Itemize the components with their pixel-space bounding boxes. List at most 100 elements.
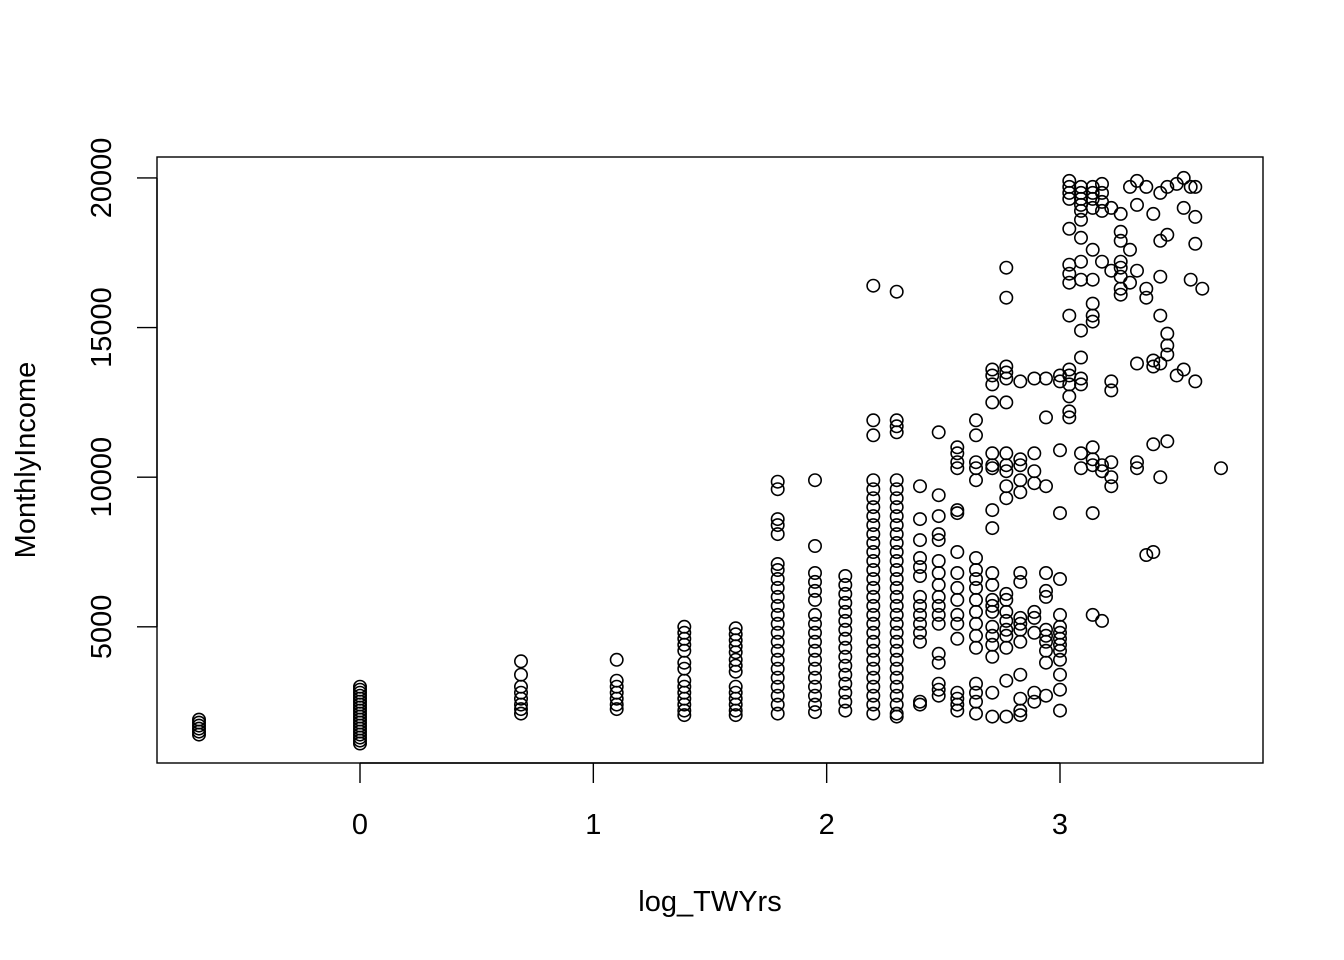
data-point xyxy=(770,571,785,586)
data-point xyxy=(1123,275,1138,290)
data-point xyxy=(838,595,853,610)
data-point xyxy=(931,598,946,613)
data-point xyxy=(999,673,1014,688)
y-axis-label: MonthlyIncome xyxy=(10,362,42,559)
data-point xyxy=(1130,455,1145,470)
data-point xyxy=(999,586,1014,601)
data-point xyxy=(838,577,853,592)
data-point xyxy=(770,706,785,721)
data-point xyxy=(770,482,785,497)
data-point xyxy=(912,589,927,604)
data-point xyxy=(968,640,983,655)
data-point xyxy=(1074,212,1089,227)
data-point xyxy=(950,544,965,559)
data-point xyxy=(950,592,965,607)
data-point xyxy=(1095,254,1110,269)
data-point xyxy=(866,509,881,524)
data-point xyxy=(728,658,743,673)
data-point xyxy=(999,395,1014,410)
data-point xyxy=(1053,667,1068,682)
x-axis-label: log_TWYrs xyxy=(638,886,781,918)
data-point xyxy=(1183,179,1198,194)
data-point xyxy=(889,482,904,497)
data-point xyxy=(1214,461,1229,476)
data-point xyxy=(889,535,904,550)
data-point xyxy=(352,736,367,751)
data-point xyxy=(866,688,881,703)
data-point xyxy=(1160,179,1175,194)
data-point xyxy=(999,371,1014,386)
data-point xyxy=(912,568,927,583)
data-point xyxy=(889,643,904,658)
data-point xyxy=(1062,410,1077,425)
data-point xyxy=(1062,389,1077,404)
data-point xyxy=(968,676,983,691)
y-tick-label: 20000 xyxy=(86,138,118,219)
data-point xyxy=(866,598,881,613)
data-point xyxy=(770,670,785,685)
data-point xyxy=(838,658,853,673)
data-point xyxy=(807,538,822,553)
data-point xyxy=(889,527,904,542)
data-point xyxy=(770,474,785,489)
data-point xyxy=(1013,703,1028,718)
data-point xyxy=(866,571,881,586)
data-point xyxy=(1139,281,1154,296)
data-point xyxy=(866,473,881,488)
data-point xyxy=(1013,485,1028,500)
data-point xyxy=(866,616,881,631)
data-point xyxy=(1074,446,1089,461)
data-point xyxy=(1153,356,1168,371)
data-point xyxy=(770,598,785,613)
data-point xyxy=(931,607,946,622)
data-point xyxy=(889,625,904,640)
y-tick-label: 10000 xyxy=(86,437,118,518)
data-point xyxy=(770,580,785,595)
data-point xyxy=(985,461,1000,476)
data-point xyxy=(1085,308,1100,323)
data-point xyxy=(1013,374,1028,389)
data-point xyxy=(609,691,624,706)
data-point xyxy=(1074,254,1089,269)
data-point xyxy=(985,709,1000,724)
data-point xyxy=(1062,308,1077,323)
data-point xyxy=(1013,574,1028,589)
data-point xyxy=(1027,604,1042,619)
data-point xyxy=(985,395,1000,410)
data-point xyxy=(677,708,692,723)
data-point xyxy=(1130,263,1145,278)
data-point xyxy=(866,697,881,712)
data-point xyxy=(866,428,881,443)
data-point xyxy=(999,491,1014,506)
data-point xyxy=(838,604,853,619)
data-point xyxy=(889,509,904,524)
data-point xyxy=(838,622,853,637)
data-point xyxy=(889,607,904,622)
data-point xyxy=(950,455,965,470)
data-point xyxy=(1104,383,1119,398)
data-point xyxy=(1113,224,1128,239)
data-point xyxy=(1104,479,1119,494)
data-point xyxy=(807,583,822,598)
data-point xyxy=(866,670,881,685)
data-point xyxy=(931,616,946,631)
data-point xyxy=(1095,458,1110,473)
data-point xyxy=(950,703,965,718)
data-point xyxy=(931,488,946,503)
data-point xyxy=(1053,652,1068,667)
data-point xyxy=(912,479,927,494)
data-point xyxy=(513,654,528,669)
data-point xyxy=(866,527,881,542)
data-point xyxy=(1013,708,1028,723)
data-point xyxy=(1074,377,1089,392)
data-point xyxy=(912,559,927,574)
data-point xyxy=(968,455,983,470)
data-point xyxy=(999,604,1014,619)
data-point xyxy=(770,643,785,658)
data-point xyxy=(889,598,904,613)
data-point xyxy=(889,419,904,434)
data-point xyxy=(1153,269,1168,284)
data-point xyxy=(866,553,881,568)
data-point xyxy=(889,473,904,488)
